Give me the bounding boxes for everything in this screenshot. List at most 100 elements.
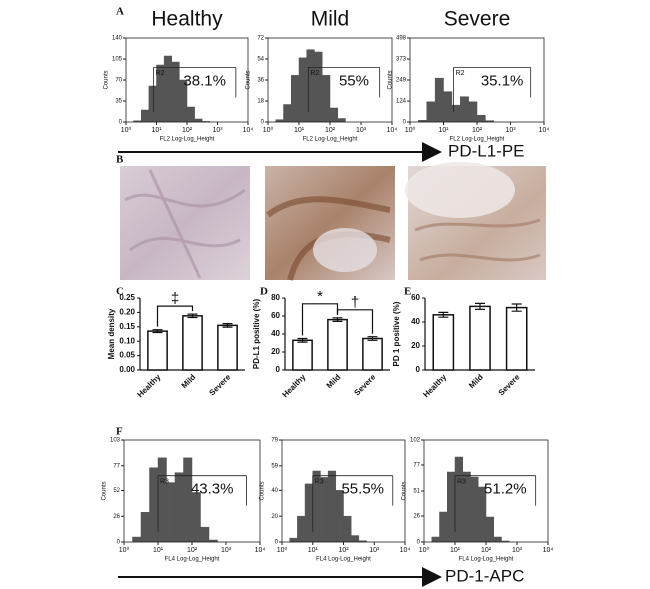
x-tick-label: Severe [352,372,377,397]
panel-label: A [116,6,124,18]
y-tick-label: 498 [396,36,407,42]
y-tick-label: 54 [257,57,264,63]
y-tick-label: 0 [119,120,123,126]
histogram-bar [289,537,298,543]
x-tick-label: Severe [207,372,232,397]
x-tick-label: 10² [182,127,193,134]
bar [217,324,238,371]
histogram-bar [350,535,360,543]
error-bar [332,317,343,322]
percent-annotation: 55% [339,72,369,89]
x-tick-label: 10¹ [153,547,164,554]
panel-label: B [116,154,124,166]
y-tick-label: 40 [411,317,420,326]
error-bar [438,311,449,318]
gate-label: R2 [156,70,165,77]
histogram-bar [186,106,195,123]
error-bar [152,329,163,334]
histogram-bar [166,482,176,543]
y-tick-label: 0.00 [119,365,135,374]
y-tick-label: 105 [112,57,123,63]
histogram-bar [298,57,307,123]
chart-title: Mild [311,8,350,31]
gate-label: R3 [160,479,169,486]
gate-label: R2 [456,70,465,77]
arrow-label: PD-L1-PE [448,141,525,160]
x-tick-label: Mild [325,372,343,390]
x-tick-label: 10⁰ [419,546,430,554]
error-bar [222,323,233,328]
panel-label: D [260,286,268,298]
y-tick-label: 0.05 [119,351,135,360]
x-tick-label: 10³ [369,547,380,554]
histogram-bar [157,457,167,543]
histogram-bar [451,104,461,123]
histogram-bar [493,536,502,543]
bar [147,330,168,371]
y-tick-label: 0 [117,540,121,546]
histogram-bar [434,77,444,123]
histogram-bar [320,477,329,543]
histogram-bar [454,456,463,543]
y-tick-label: 18 [257,99,264,105]
y-axis-label: Mean density [107,308,116,359]
x-tick-label: Mild [467,372,485,390]
histogram-bar [327,470,337,543]
percent-annotation: 55.5% [341,481,384,498]
x-tick-label: 10⁰ [119,546,130,554]
histogram-bar [468,101,478,123]
gate-label: R3 [457,479,466,486]
x-tick-label: 10² [325,127,336,134]
y-tick-label: 51 [413,489,420,495]
y-tick-label: 26 [113,514,120,520]
y-tick-label: 60 [271,311,280,320]
x-tick-label: 10⁴ [255,547,266,554]
error-bar [511,303,522,312]
y-tick-label: 20 [271,347,280,356]
y-tick-label: 124 [396,99,407,105]
histogram-bar [335,490,344,543]
y-tick-label: 20 [271,514,278,520]
x-tick-label: 10² [187,547,198,554]
panel-label: E [404,286,411,298]
x-tick-label: 10³ [356,127,367,134]
y-tick-label: 102 [410,438,421,444]
histogram-bar [140,109,150,123]
bar [362,337,383,371]
y-tick-label: 103 [110,438,121,444]
histogram-bar [163,55,172,123]
y-axis-label: Counts [402,481,408,500]
y-tick-label: 0 [276,365,281,374]
chart-title: Healthy [151,8,223,31]
significance-bracket [336,309,374,334]
y-tick-label: 249 [396,78,407,84]
gate-label: R2 [310,70,319,77]
percent-annotation: 43.3% [191,481,234,498]
y-tick-label: 36 [257,78,264,84]
histogram-bar [485,516,494,543]
percent-annotation: 51.2% [484,481,527,498]
histogram-bar [426,101,436,123]
x-tick-label: Severe [497,372,522,397]
y-tick-label: 40 [271,329,280,338]
histogram-bar [321,75,331,123]
percent-annotation: 38.1% [183,72,226,89]
histogram-bar [200,526,210,543]
histogram-bar [174,472,184,543]
histogram-bar [439,511,448,543]
y-tick-label: 79 [271,438,278,444]
x-tick-label: 10³ [212,127,223,134]
histogram-bar [431,536,440,543]
y-axis-label: Counts [102,481,108,500]
x-tick-label: 10³ [512,547,523,554]
arrow-label: PD-1-APC [445,566,524,585]
y-tick-label: 77 [413,463,420,469]
histogram-bar [329,107,338,123]
histogram-bar [476,115,486,123]
y-tick-label: 52 [113,488,120,494]
x-tick-label: 10⁴ [400,547,411,554]
x-tick-label: 10⁰ [277,546,288,554]
y-axis-label: Counts [388,70,394,89]
histogram-bar [140,512,150,543]
y-tick-label: 59 [271,463,278,469]
